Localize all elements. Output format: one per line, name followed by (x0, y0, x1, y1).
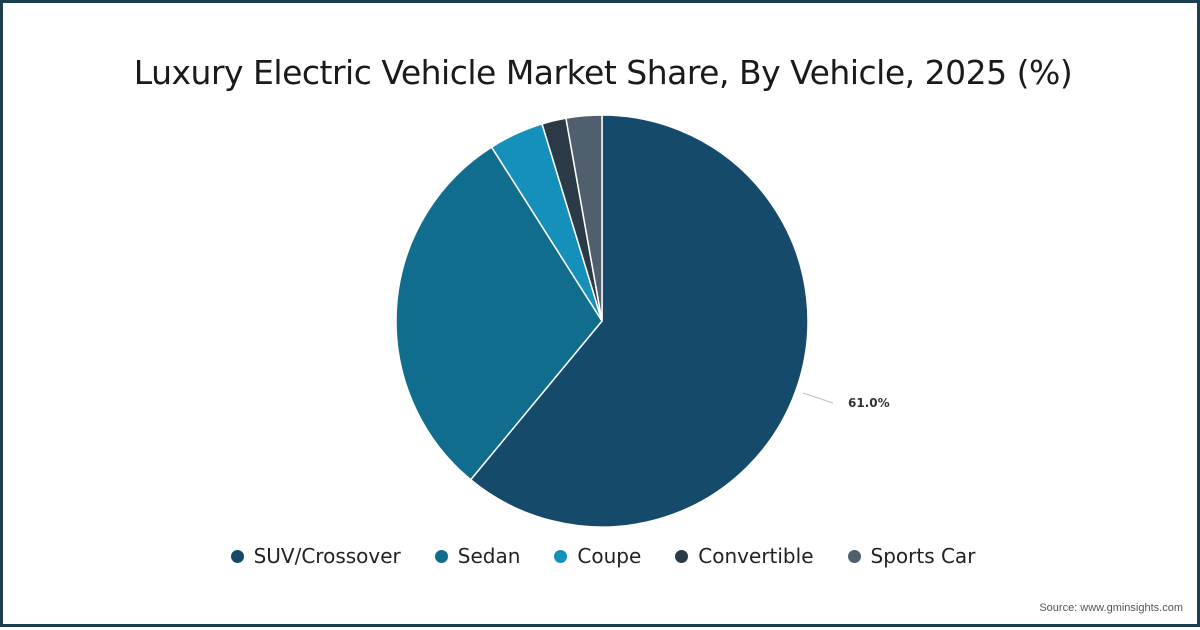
pie-slice-suv-crossover[interactable] (469, 114, 809, 528)
legend-item-coupe[interactable]: Coupe (554, 544, 641, 568)
legend-dot-icon (847, 549, 861, 563)
legend-label: SUV/Crossover (253, 544, 401, 568)
legend-dot-icon (675, 549, 689, 563)
chart-legend: SUV/Crossover Sedan Coupe Convertible Sp… (3, 544, 1200, 568)
pie-chart: 61.0% (395, 114, 890, 528)
legend-label: Coupe (577, 544, 642, 568)
legend-label: Sports Car (870, 544, 976, 568)
pie-slice-sedan[interactable] (395, 146, 603, 481)
legend-item-convertible[interactable]: Convertible (675, 544, 814, 568)
legend-dot-icon (434, 549, 448, 563)
label-leader-line (802, 392, 834, 404)
legend-label: Sedan (457, 544, 521, 568)
legend-item-suv[interactable]: SUV/Crossover (230, 544, 401, 568)
legend-item-sports-car[interactable]: Sports Car (847, 544, 976, 568)
source-note: Source: www.gminsights.com (1039, 602, 1183, 614)
legend-dot-icon (230, 549, 244, 563)
legend-item-sedan[interactable]: Sedan (434, 544, 521, 568)
pie-slice-sports-car[interactable] (565, 114, 603, 322)
suv-data-label: 61.0% (848, 396, 890, 410)
legend-label: Convertible (698, 544, 814, 568)
legend-dot-icon (554, 549, 568, 563)
chart-title: Luxury Electric Vehicle Market Share, By… (133, 53, 1073, 92)
